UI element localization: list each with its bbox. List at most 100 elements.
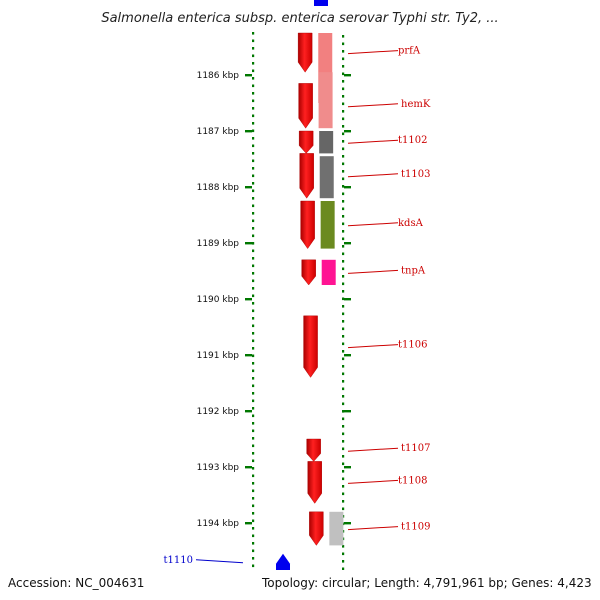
axis-dot — [342, 402, 345, 406]
axis-tick — [245, 466, 252, 469]
gene-label-leader — [347, 526, 399, 531]
gene-t1103 — [299, 153, 314, 199]
axis-dot — [342, 267, 345, 271]
axis-dot — [252, 414, 255, 418]
axis-dot — [342, 80, 345, 83]
gene-continuation-top — [314, 0, 328, 6]
axis-dot — [342, 462, 345, 466]
axis-dot — [252, 99, 255, 103]
axis-dot — [252, 399, 255, 403]
axis-dot — [342, 140, 345, 143]
axis-dot — [342, 455, 345, 458]
axis-dot — [252, 279, 255, 283]
axis-dot — [252, 69, 255, 73]
axis-tick — [245, 522, 252, 525]
axis-dot — [252, 467, 255, 470]
gene-label-leader — [347, 344, 399, 349]
axis-dot — [252, 407, 255, 410]
axis-tick — [344, 354, 351, 357]
axis-tick — [245, 186, 252, 189]
axis-dot — [342, 147, 345, 151]
axis-dot — [342, 275, 345, 278]
gene-label-t1109: t1109 — [401, 522, 430, 533]
axis-dot — [342, 342, 345, 346]
axis-dot — [342, 432, 345, 436]
axis-dot — [342, 260, 345, 263]
axis-dot — [342, 110, 345, 113]
axis-dot — [252, 459, 255, 463]
axis-dot — [252, 122, 255, 125]
gene-t1106 — [303, 315, 318, 378]
axis-dot — [342, 440, 345, 443]
scale-tick-label: 1191 kbp — [197, 351, 240, 361]
scale-tick-label: 1190 kbp — [197, 295, 240, 305]
axis-dot — [252, 84, 255, 88]
axis-dot — [252, 189, 255, 193]
axis-dot — [342, 380, 345, 383]
axis-tick — [344, 410, 351, 413]
scale-tick-label: 1193 kbp — [197, 463, 240, 473]
axis-dot — [342, 327, 345, 331]
scale-tick-label: 1194 kbp — [197, 519, 240, 529]
gene-label-hemK: hemK — [401, 99, 431, 110]
axis-dot — [342, 560, 345, 563]
axis-dot — [342, 95, 345, 98]
gene-t1109-annotation — [329, 511, 344, 546]
axis-dot — [252, 204, 255, 208]
axis-dot — [342, 177, 345, 181]
axis-dot — [342, 417, 345, 421]
axis-dot — [252, 62, 255, 65]
gene-label-leader — [347, 139, 399, 144]
axis-dot — [252, 107, 255, 110]
gene-label-leader — [347, 103, 399, 108]
axis-dot — [342, 387, 345, 391]
axis-dot — [252, 77, 255, 80]
axis-dot — [252, 129, 255, 133]
axis-dot — [252, 287, 255, 290]
gene-t1102 — [298, 130, 314, 154]
axis-dot — [252, 32, 255, 35]
axis-dot — [252, 339, 255, 343]
axis-dot — [252, 534, 255, 538]
axis-dot — [252, 519, 255, 523]
axis-dot — [342, 447, 345, 451]
gene-labels: prfA hemK t1102 t1103 kdsA tnpA t1106 t1107 t110… — [164, 46, 431, 566]
axis-dot — [252, 504, 255, 508]
axis-dot — [252, 302, 255, 305]
gene-tnpA — [301, 259, 316, 286]
axis-dot — [342, 492, 345, 496]
axis-dot — [252, 294, 255, 298]
scale-tick-label: 1192 kbp — [197, 407, 240, 417]
axis-dot — [252, 377, 255, 380]
scale-tick-label: 1186 kbp — [197, 71, 240, 81]
axis-dot — [342, 57, 345, 61]
axis-dot — [252, 452, 255, 455]
axis-dot — [342, 320, 345, 323]
axis-dot — [342, 365, 345, 368]
gene-label-t1102: t1102 — [398, 135, 427, 146]
gene-label-leader — [347, 50, 399, 55]
axis-dot — [252, 489, 255, 493]
axis-tick — [245, 298, 252, 301]
topology-text: Topology: circular; Length: 4,791,961 bp… — [261, 576, 592, 590]
axis-tick — [344, 130, 351, 133]
scale-tick-label: 1188 kbp — [197, 183, 240, 193]
axis-dot — [342, 162, 345, 166]
axis-dot — [252, 227, 255, 230]
gene-label-t1106: t1106 — [398, 340, 427, 351]
axis-tick — [344, 242, 351, 245]
axis-tick — [344, 466, 351, 469]
axis-tick — [344, 298, 351, 301]
axis-tick — [245, 74, 252, 77]
gene-label-leader — [195, 559, 244, 564]
axis-dot — [252, 257, 255, 260]
axis-dot — [342, 207, 345, 211]
axis-dot — [252, 249, 255, 253]
gene-label-prfA: prfA — [398, 46, 421, 57]
axis-dot — [342, 395, 345, 398]
axis-dot — [252, 354, 255, 358]
gene-kdsA-annotation — [320, 201, 335, 249]
gene-hemK — [298, 83, 313, 129]
axis-dot — [252, 272, 255, 275]
